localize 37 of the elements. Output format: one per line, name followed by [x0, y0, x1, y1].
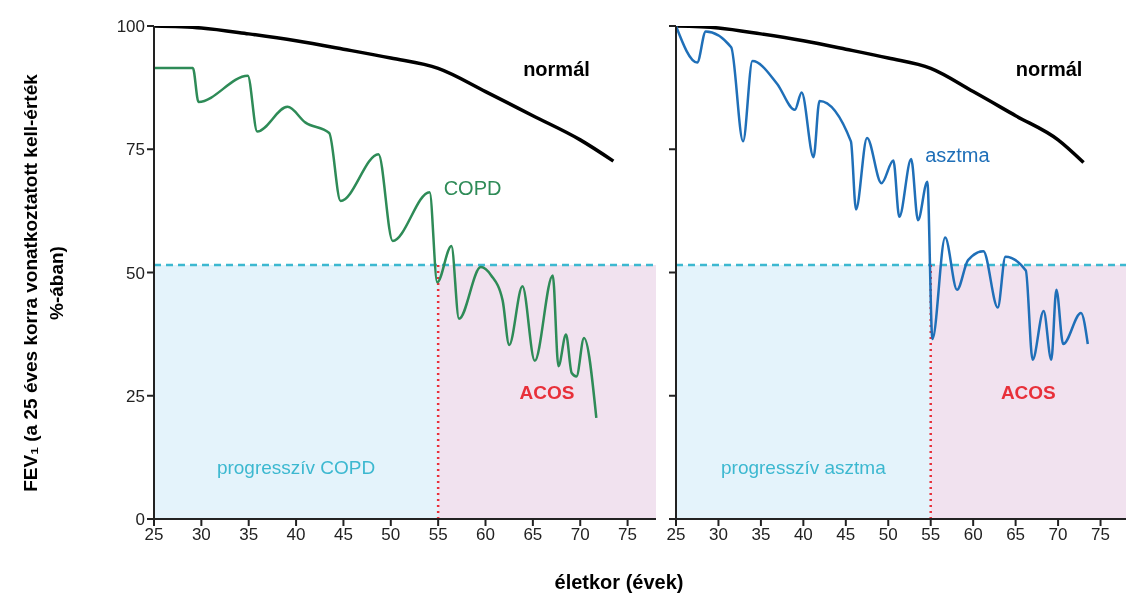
band-label: progresszív COPD: [216, 457, 376, 478]
x-tick-label: 40: [286, 525, 306, 545]
series-label: asztma: [925, 144, 991, 167]
band-label: ACOS: [1000, 381, 1056, 403]
x-tick-label: 65: [1006, 525, 1026, 545]
y-axis-title: FEV₁ (a 25 éves korra vonatkoztatott kell-érték %-ában): [19, 73, 68, 493]
x-tick-label: 75: [618, 525, 638, 545]
x-tick-label: 75: [1091, 525, 1110, 545]
y-tick-label: 75: [126, 140, 145, 160]
y-tick-label: 25: [126, 386, 145, 406]
band-label: progresszív asztma: [720, 457, 887, 478]
y-tick-label: 100: [116, 17, 145, 37]
band-label: ACOS: [519, 381, 575, 403]
x-tick-label: 70: [1048, 525, 1068, 545]
x-tick-label: 60: [963, 525, 983, 545]
series-label: COPD: [443, 177, 502, 200]
x-axis-title: életkor (évek): [553, 571, 685, 594]
x-tick-label: 45: [333, 525, 353, 545]
series-label: normál: [523, 58, 590, 81]
x-tick-label: 50: [878, 525, 898, 545]
x-tick-label: 45: [836, 525, 856, 545]
x-tick-label: 35: [751, 525, 771, 545]
x-tick-label: 65: [523, 525, 543, 545]
x-tick-label: 25: [666, 525, 686, 545]
series-label: normál: [1015, 58, 1083, 81]
x-tick-label: 70: [570, 525, 590, 545]
x-tick-label: 25: [144, 525, 164, 545]
x-tick-label: 30: [191, 525, 211, 545]
x-tick-label: 55: [921, 525, 941, 545]
x-tick-label: 30: [708, 525, 728, 545]
x-tick-label: 55: [428, 525, 448, 545]
x-tick-label: 60: [476, 525, 495, 545]
x-tick-label: 50: [381, 525, 401, 545]
x-tick-label: 35: [239, 525, 259, 545]
y-tick-label: 0: [135, 510, 145, 530]
x-tick-label: 40: [793, 525, 813, 545]
y-tick-label: 50: [126, 263, 145, 283]
